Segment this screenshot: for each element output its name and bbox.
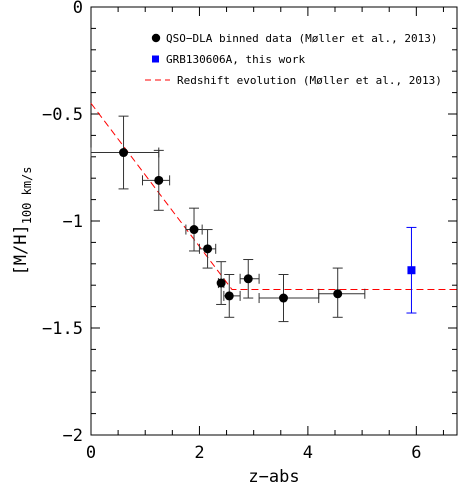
legend: QSO−DLA binned data (Møller et al., 2013… — [145, 32, 442, 87]
x-tick-label: 2 — [194, 443, 204, 463]
data-point-qso — [154, 175, 164, 185]
legend-marker-grb — [152, 55, 159, 63]
marker-layer — [119, 148, 416, 303]
plot-frame — [90, 6, 458, 436]
trend-line — [90, 102, 457, 290]
legend-label-qso: QSO−DLA binned data (Møller et al., 2013… — [166, 32, 438, 45]
y-tick-label: 0 — [73, 0, 83, 18]
x-axis-label: z−abs — [248, 467, 299, 487]
x-tick-label: 6 — [411, 443, 421, 463]
y-axis-label-subscript: 100 km/s — [20, 167, 34, 225]
data-point-qso — [243, 274, 253, 284]
data-point-qso — [216, 278, 226, 288]
data-point-qso — [278, 293, 288, 303]
legend-label-grb: GRB130606A, this work — [166, 53, 305, 66]
error-bar-layer — [90, 115, 417, 323]
y-tick-label: −1 — [63, 212, 83, 232]
data-point-qso — [203, 244, 213, 254]
y-tick-label: −0.5 — [42, 105, 83, 125]
axis-ticks — [91, 7, 457, 435]
x-tick-label: 0 — [86, 443, 96, 463]
x-tick-label: 4 — [303, 443, 313, 463]
trend-layer — [90, 102, 457, 290]
data-point-qso — [224, 291, 234, 301]
legend-marker-qso — [151, 33, 161, 43]
data-point-qso — [189, 225, 199, 235]
data-point-grb — [407, 266, 416, 275]
y-tick-label: −2 — [63, 426, 83, 446]
y-tick-label: −1.5 — [42, 319, 83, 339]
data-point-qso — [333, 289, 343, 299]
legend-label-trend: Redshift evolution (Møller et al., 2013) — [177, 74, 442, 87]
y-axis-label: [M/H]100 km/s — [11, 167, 34, 276]
data-point-qso — [119, 148, 129, 158]
y-axis-label-main: [M/H] — [11, 224, 31, 275]
axis-tick-labels: 0 2 4 6 0 −0.5 −1 −1.5 −2 — [42, 0, 421, 463]
